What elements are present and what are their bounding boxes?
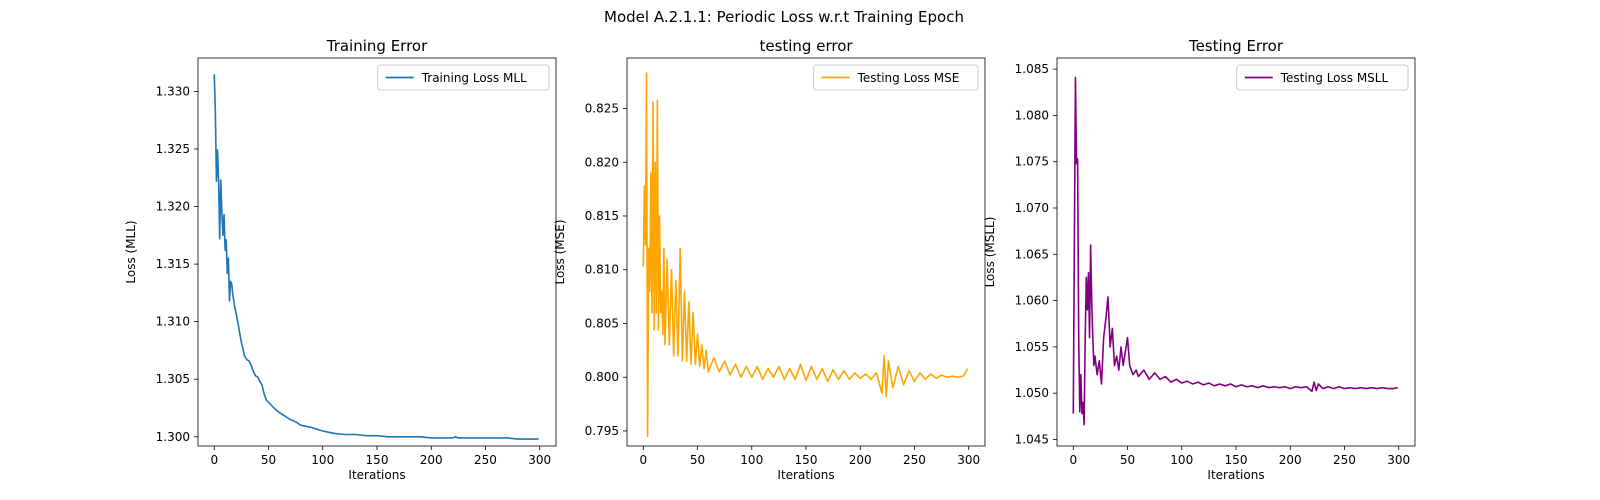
chart-3: Testing Error 0 50 100 150 200 250 300 1.045 1.05… bbox=[983, 37, 1416, 482]
plot-frame bbox=[1056, 57, 1416, 447]
x-tick-label: 100 bbox=[311, 453, 334, 467]
y-tick-label: 1.060 bbox=[1015, 294, 1049, 308]
x-axis-label: Iterations bbox=[777, 468, 834, 482]
y-tick-label: 0.800 bbox=[585, 370, 619, 384]
x-tick-label: 100 bbox=[740, 453, 763, 467]
chart-title: testing error bbox=[759, 37, 853, 55]
legend: Training Loss MLL bbox=[377, 64, 550, 91]
chart-title: Testing Error bbox=[1188, 37, 1284, 55]
y-tick-label: 0.815 bbox=[585, 209, 619, 223]
legend-label: Testing Loss MSLL bbox=[1280, 71, 1389, 85]
x-tick-label: 150 bbox=[1225, 453, 1248, 467]
x-tick-label: 250 bbox=[1333, 453, 1356, 467]
legend-box bbox=[813, 64, 979, 91]
y-tick-label: 0.825 bbox=[585, 102, 619, 116]
legend-box bbox=[377, 64, 550, 91]
x-tick-label: 300 bbox=[957, 453, 980, 467]
x-tick-label: 200 bbox=[420, 453, 443, 467]
x-tick-label: 0 bbox=[210, 453, 218, 467]
x-axis-label: Iterations bbox=[1207, 468, 1264, 482]
x-tick-label: 300 bbox=[528, 453, 551, 467]
y-tick-label: 1.065 bbox=[1015, 247, 1049, 261]
y-tick-label: 0.820 bbox=[585, 155, 619, 169]
y-tick-label: 1.050 bbox=[1015, 386, 1049, 400]
figure-title: Model A.2.1.1: Periodic Loss w.r.t Train… bbox=[604, 8, 964, 26]
y-tick-label: 1.080 bbox=[1015, 108, 1049, 122]
x-tick-label: 200 bbox=[1279, 453, 1302, 467]
x-tick-label: 300 bbox=[1387, 453, 1410, 467]
legend-label: Training Loss MLL bbox=[421, 71, 527, 85]
y-axis-label: Loss (MSE) bbox=[553, 219, 567, 284]
y-axis-label: Loss (MSLL) bbox=[983, 217, 997, 288]
y-tick-label: 1.305 bbox=[156, 372, 190, 386]
y-tick-label: 0.810 bbox=[585, 263, 619, 277]
y-tick-label: 1.055 bbox=[1015, 340, 1049, 354]
y-tick-label: 1.070 bbox=[1015, 201, 1049, 215]
x-tick-label: 200 bbox=[849, 453, 872, 467]
y-tick-label: 1.085 bbox=[1015, 62, 1049, 76]
x-tick-label: 150 bbox=[795, 453, 818, 467]
x-tick-label: 100 bbox=[1170, 453, 1193, 467]
legend-label: Testing Loss MSE bbox=[857, 71, 960, 85]
y-tick-label: 1.330 bbox=[156, 84, 190, 98]
plot-frame bbox=[626, 57, 986, 447]
legend-box bbox=[1236, 64, 1409, 91]
legend: Testing Loss MSLL bbox=[1236, 64, 1409, 91]
x-tick-label: 250 bbox=[903, 453, 926, 467]
charts-container: Training Error 0 50 100 150 200 250 300 1.300 1.3… bbox=[124, 37, 1416, 482]
y-tick-label: 1.075 bbox=[1015, 155, 1049, 169]
y-tick-label: 1.325 bbox=[156, 142, 190, 156]
x-tick-label: 50 bbox=[261, 453, 276, 467]
legend: Testing Loss MSE bbox=[813, 64, 979, 91]
series-line-1 bbox=[213, 74, 539, 440]
chart-2: testing error 0 50 100 150 200 250 300 0.795 0.80… bbox=[553, 37, 986, 482]
y-axis-label: Loss (MLL) bbox=[124, 220, 138, 283]
x-tick-label: 0 bbox=[639, 453, 647, 467]
y-tick-label: 0.805 bbox=[585, 316, 619, 330]
y-tick-label: 1.310 bbox=[156, 315, 190, 329]
x-tick-label: 50 bbox=[1120, 453, 1135, 467]
y-tick-label: 1.300 bbox=[156, 430, 190, 444]
y-tick-label: 0.795 bbox=[585, 424, 619, 438]
x-axis-label: Iterations bbox=[348, 468, 405, 482]
x-tick-label: 50 bbox=[690, 453, 705, 467]
y-tick-label: 1.315 bbox=[156, 257, 190, 271]
plot-frame bbox=[197, 57, 557, 447]
series-line-1 bbox=[642, 72, 969, 438]
x-tick-label: 250 bbox=[474, 453, 497, 467]
series-line-1 bbox=[1072, 76, 1398, 426]
chart-1: Training Error 0 50 100 150 200 250 300 1.300 1.3… bbox=[124, 37, 557, 482]
y-tick-label: 1.045 bbox=[1015, 433, 1049, 447]
chart-title: Training Error bbox=[326, 37, 428, 55]
x-tick-label: 0 bbox=[1069, 453, 1077, 467]
x-tick-label: 150 bbox=[366, 453, 389, 467]
y-tick-label: 1.320 bbox=[156, 200, 190, 214]
